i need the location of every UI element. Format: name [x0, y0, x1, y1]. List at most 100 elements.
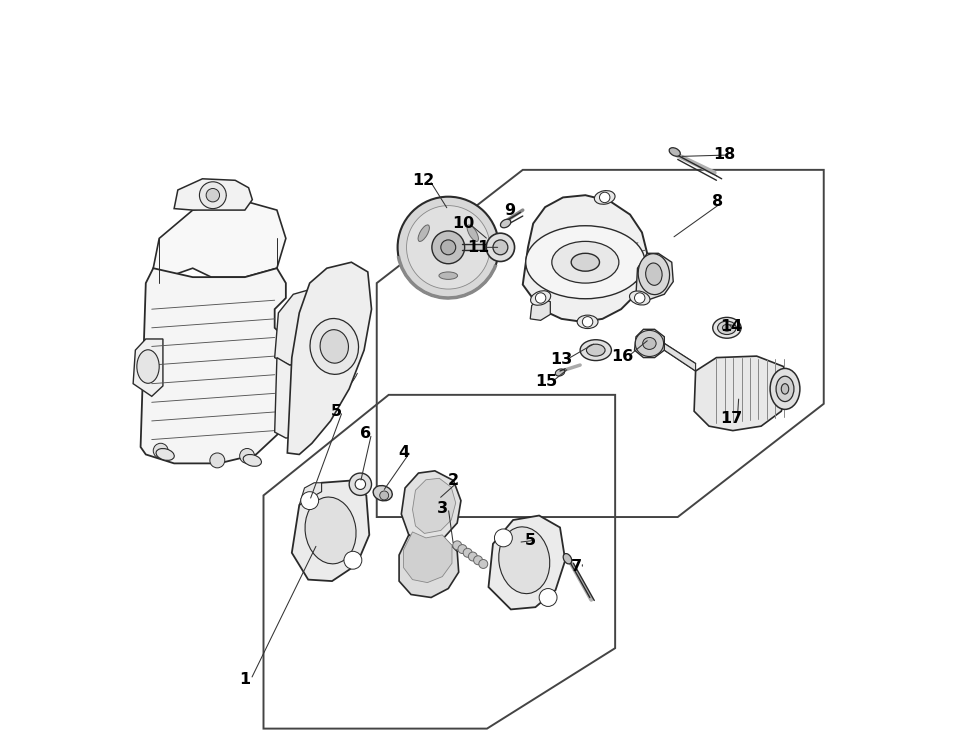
Text: 11: 11 — [467, 240, 489, 255]
Circle shape — [453, 541, 462, 550]
Circle shape — [209, 453, 225, 468]
Ellipse shape — [718, 321, 736, 335]
Ellipse shape — [310, 319, 358, 374]
Polygon shape — [523, 195, 647, 322]
Ellipse shape — [713, 317, 741, 338]
Polygon shape — [401, 471, 461, 542]
Text: 14: 14 — [720, 319, 742, 334]
Text: 5: 5 — [525, 533, 536, 548]
Circle shape — [464, 548, 472, 557]
Text: 5: 5 — [331, 404, 342, 419]
Ellipse shape — [305, 497, 356, 564]
Polygon shape — [634, 329, 664, 358]
Text: 1: 1 — [240, 672, 250, 687]
Ellipse shape — [643, 337, 656, 349]
Ellipse shape — [563, 554, 572, 564]
Circle shape — [634, 293, 645, 303]
Polygon shape — [275, 358, 332, 438]
Ellipse shape — [781, 384, 789, 394]
Ellipse shape — [244, 454, 261, 466]
Polygon shape — [299, 483, 321, 505]
Polygon shape — [404, 247, 490, 292]
Ellipse shape — [669, 148, 680, 156]
Ellipse shape — [555, 369, 565, 376]
Polygon shape — [636, 253, 673, 299]
Polygon shape — [413, 478, 456, 533]
Circle shape — [536, 293, 545, 303]
Ellipse shape — [486, 233, 514, 261]
Circle shape — [397, 197, 499, 298]
Circle shape — [380, 491, 389, 500]
Polygon shape — [530, 298, 550, 320]
Text: 16: 16 — [612, 349, 634, 364]
Ellipse shape — [552, 241, 618, 283]
Ellipse shape — [418, 225, 430, 241]
Circle shape — [200, 182, 226, 209]
Ellipse shape — [723, 325, 731, 332]
Circle shape — [495, 529, 512, 547]
Text: 6: 6 — [360, 426, 371, 441]
Text: 17: 17 — [720, 411, 742, 426]
Circle shape — [441, 240, 456, 255]
Ellipse shape — [770, 369, 800, 410]
Circle shape — [356, 479, 365, 489]
Ellipse shape — [526, 226, 645, 299]
Ellipse shape — [571, 253, 599, 271]
Text: 9: 9 — [504, 203, 515, 218]
Polygon shape — [403, 532, 452, 583]
Text: 18: 18 — [713, 148, 735, 162]
Ellipse shape — [776, 376, 794, 402]
Polygon shape — [150, 201, 285, 283]
Ellipse shape — [501, 219, 510, 228]
Circle shape — [301, 492, 318, 510]
Ellipse shape — [373, 486, 393, 501]
Ellipse shape — [468, 225, 478, 241]
Circle shape — [206, 188, 219, 202]
Ellipse shape — [578, 315, 598, 329]
Circle shape — [599, 192, 610, 203]
Text: 7: 7 — [571, 559, 581, 574]
Text: 3: 3 — [436, 501, 448, 516]
Ellipse shape — [531, 291, 550, 305]
Ellipse shape — [638, 254, 669, 294]
Circle shape — [240, 448, 254, 463]
Ellipse shape — [439, 272, 458, 279]
Circle shape — [479, 559, 488, 568]
Ellipse shape — [635, 331, 663, 357]
Circle shape — [468, 552, 477, 561]
Polygon shape — [292, 481, 369, 581]
Polygon shape — [287, 262, 371, 454]
Polygon shape — [399, 535, 459, 597]
Circle shape — [431, 231, 465, 264]
Ellipse shape — [646, 263, 662, 285]
Text: 13: 13 — [550, 352, 573, 367]
Polygon shape — [489, 516, 565, 609]
Ellipse shape — [499, 527, 549, 594]
Ellipse shape — [594, 191, 615, 204]
Ellipse shape — [581, 340, 612, 361]
Ellipse shape — [156, 448, 174, 460]
Text: 15: 15 — [536, 374, 558, 389]
Circle shape — [473, 556, 482, 565]
Text: 10: 10 — [452, 216, 474, 231]
Circle shape — [344, 551, 361, 569]
Circle shape — [458, 545, 467, 554]
Polygon shape — [275, 287, 346, 365]
Polygon shape — [133, 339, 163, 396]
Circle shape — [582, 317, 593, 327]
Polygon shape — [140, 268, 293, 463]
Circle shape — [540, 589, 557, 606]
Ellipse shape — [137, 350, 159, 384]
Polygon shape — [664, 343, 695, 371]
Text: 2: 2 — [448, 473, 459, 488]
Circle shape — [153, 443, 169, 458]
Ellipse shape — [629, 291, 650, 305]
Text: 8: 8 — [712, 194, 724, 209]
Text: 4: 4 — [398, 446, 409, 460]
Circle shape — [406, 206, 490, 289]
Ellipse shape — [320, 330, 349, 363]
Circle shape — [349, 473, 371, 495]
Ellipse shape — [493, 240, 507, 255]
Polygon shape — [174, 179, 252, 210]
Text: 12: 12 — [413, 173, 434, 188]
